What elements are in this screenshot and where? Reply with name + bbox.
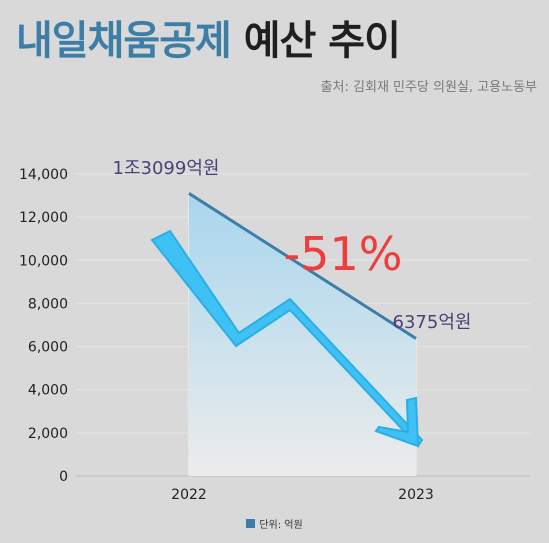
series-line [188, 192, 417, 340]
title-rest: 예산 추이 [243, 18, 401, 64]
x-tick-label: 2023 [398, 487, 434, 503]
data-label: 1조3099억원 [113, 158, 220, 179]
y-tick-label: 10,000 [19, 253, 68, 269]
y-tick-label: 2,000 [28, 426, 68, 442]
change-percent-label: -51% [284, 227, 403, 281]
y-tick-label: 0 [59, 469, 68, 485]
y-tick-label: 8,000 [28, 296, 68, 312]
y-tick-label: 12,000 [19, 210, 68, 226]
data-labels: 1조3099억원 6375억원 [113, 158, 472, 333]
data-label: 6375억원 [393, 312, 472, 333]
title-highlight: 내일채움공제 [16, 18, 232, 64]
y-tick-label: 6,000 [28, 340, 68, 356]
legend: 단위: 억원 [0, 516, 549, 531]
y-tick-label: 4,000 [28, 383, 68, 399]
area-fill [189, 193, 416, 476]
source-note: 출처: 김회재 민주당 의원실, 고용노동부 [320, 80, 537, 95]
x-tick-label: 2022 [171, 487, 207, 503]
y-tick-label: 14,000 [19, 167, 68, 183]
y-axis: 0 2,000 4,000 6,000 8,000 10,000 12,000 14,000 [19, 167, 68, 485]
legend-label: 단위: 억원 [259, 520, 303, 531]
down-trend-arrow-icon [150, 229, 424, 448]
x-axis: 2022 2023 [171, 487, 434, 503]
legend-swatch [246, 519, 256, 528]
chart-title: 내일채움공제 예산 추이 [16, 8, 401, 66]
